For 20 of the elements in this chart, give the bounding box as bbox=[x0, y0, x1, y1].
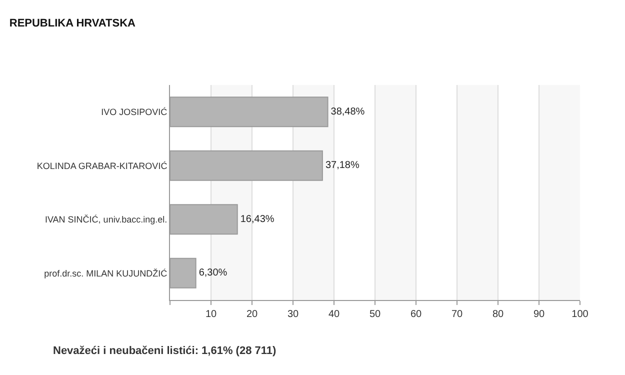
x-tick-label: 80 bbox=[492, 309, 504, 320]
y-tick-label: KOLINDA GRABAR-KITAROVIĆ bbox=[36, 160, 168, 171]
text: Nevažeći i neubačeni listići: 1,61% (28 711) bbox=[53, 345, 277, 357]
x-tick-label: 10 bbox=[205, 309, 217, 320]
data-label: 6,30% bbox=[198, 268, 228, 279]
y-tick-label: IVO JOSIPOVIĆ bbox=[101, 107, 168, 118]
x-tick-label: 60 bbox=[410, 309, 422, 320]
data-label: 38,48% bbox=[330, 106, 365, 118]
x-tick-label: 50 bbox=[369, 309, 381, 320]
data-label: 37,18% bbox=[325, 160, 360, 172]
x-tick-label: 40 bbox=[328, 309, 340, 320]
y-tick-label: prof.dr.sc. MILAN KUJUNDŽIĆ bbox=[44, 268, 168, 278]
x-tick-label: 70 bbox=[451, 309, 463, 320]
text: REPUBLIKA HRVATSKA bbox=[9, 17, 136, 30]
x-tick-label: 20 bbox=[246, 309, 258, 320]
data-label: 16,43% bbox=[240, 214, 274, 225]
x-tick-label: 90 bbox=[533, 309, 545, 320]
x-tick-label: 30 bbox=[287, 309, 299, 320]
y-tick-label: IVAN SINČIĆ, univ.bacc.ing.el. bbox=[44, 214, 168, 225]
x-tick-label: 100 bbox=[572, 309, 589, 320]
